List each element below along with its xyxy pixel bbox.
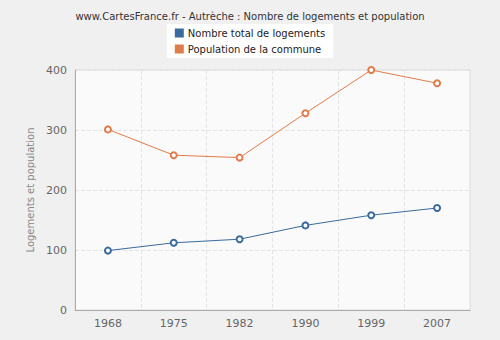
svg-text:1968: 1968: [94, 317, 122, 330]
svg-text:1999: 1999: [357, 317, 385, 330]
svg-text:1982: 1982: [226, 317, 254, 330]
svg-text:200: 200: [46, 184, 67, 197]
svg-text:1990: 1990: [291, 317, 319, 330]
svg-text:Nombre total de logements: Nombre total de logements: [188, 28, 325, 39]
svg-text:Population de la commune: Population de la commune: [188, 44, 321, 55]
svg-text:400: 400: [46, 64, 67, 77]
svg-text:300: 300: [46, 124, 67, 137]
svg-text:0: 0: [60, 304, 67, 317]
svg-text:1975: 1975: [160, 317, 188, 330]
svg-text:100: 100: [46, 244, 67, 257]
svg-text:Logements et population: Logements et population: [25, 127, 36, 252]
svg-text:2007: 2007: [423, 317, 451, 330]
svg-text:www.CartesFrance.fr - Autrèche: www.CartesFrance.fr - Autrèche : Nombre …: [75, 11, 424, 22]
